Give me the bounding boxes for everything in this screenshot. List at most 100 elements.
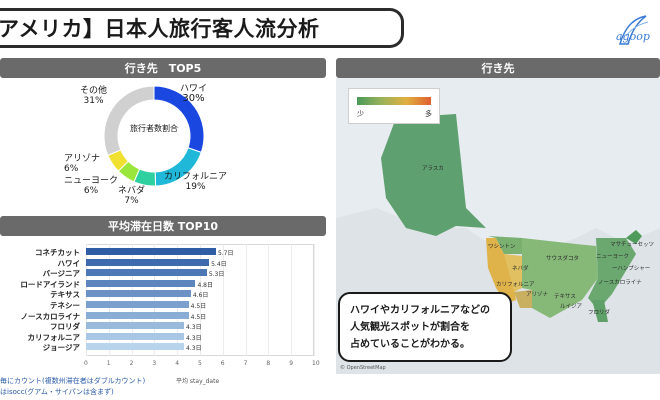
bar-tick-label: 5 [198, 360, 202, 367]
bar-value-label: 5.4日 [211, 260, 227, 268]
footnote-line2: はisocc(グアム・サイパンは含まず) [0, 388, 114, 396]
bar-category-label: ロードアイランド [20, 279, 80, 289]
bar-gridline [86, 244, 87, 356]
bar-category-label: テネシー [50, 301, 80, 310]
map-label-arizona: アリゾナ [526, 292, 549, 298]
bar-category-label: コネチカット [35, 248, 80, 257]
map-label-california: カリフォルニア [496, 282, 535, 288]
bar-tick-label: 0 [84, 360, 88, 367]
bar-gridline [200, 244, 201, 356]
map-central [522, 238, 598, 318]
bar-tick-label: 1 [106, 360, 111, 367]
map-label-texas: テキサス [554, 294, 576, 300]
donut-label-arizona-value: 6% [64, 164, 79, 174]
donut-label-california-name: カリフォルニア [164, 172, 228, 182]
bar-gridline [177, 244, 179, 356]
stay-panel-title: 平均滞在日数 TOP10 [107, 220, 219, 233]
map-label-hampshire: ーハンプシャー [612, 266, 651, 272]
bar-1 [86, 258, 210, 266]
bar-gridline [245, 244, 247, 356]
map-label-massachusetts: マサチューセッツ [610, 242, 655, 248]
map-oregon-washington [488, 236, 522, 254]
donut-label-other: その他 31% [80, 86, 107, 106]
bar-gridline [291, 244, 293, 356]
donut-label-other-name: その他 [80, 86, 108, 96]
map-label-louisiana: ルイジア [560, 304, 583, 310]
donut-label-other-value: 31% [83, 96, 104, 106]
bar-category-label: ハワイ [57, 258, 81, 268]
callout-line2: 人気観光スポットが割合を [350, 322, 470, 333]
bar-category-label: ジョージア [42, 343, 80, 353]
map-label-dakota: サウスダコタ [546, 256, 580, 262]
map-nevada [504, 254, 522, 292]
donut-slice-5 [103, 85, 155, 156]
stay-axis-title: 平均 stay_date [176, 378, 220, 385]
donut-label-hawaii-value: 30% [182, 93, 205, 104]
bar-category-label: バージニア [42, 269, 80, 279]
map-massachusetts [626, 230, 642, 244]
map-panel-header: 行き先 [336, 58, 660, 78]
bar-value-label: 4.3日 [186, 334, 202, 342]
bar-value-label: 4.8日 [197, 281, 213, 289]
stay-panel-header: 平均滞在日数 TOP10 [0, 216, 326, 236]
map-label-nevada: ネバダ [512, 266, 529, 272]
bar-tick-label: 7 [243, 360, 248, 367]
agoop-logo-icon [618, 15, 649, 45]
donut-label-california-value: 19% [185, 182, 206, 192]
map-legend-max: 多 [425, 110, 432, 118]
bar-value-label: 5.3日 [208, 271, 225, 279]
donut-label-newyork-value: 6% [83, 186, 99, 196]
donut-label-arizona: アリゾナ 6% [64, 154, 100, 174]
map-label-florida: フロリダ [588, 310, 611, 316]
bar-0 [86, 248, 216, 255]
map-copyright: © OpenStreetMap [340, 365, 386, 371]
map-legend-gradient [357, 97, 431, 105]
bar-7 [86, 322, 185, 330]
donut-label-newyork-name: ニューヨーク [64, 176, 119, 186]
footnote-line1: 毎にカウント(複数州滞在者はダブルカウント) [0, 377, 146, 385]
agoop-logo-text: agoop [616, 30, 650, 43]
donut-label-hawaii: ハワイ 30% [180, 84, 207, 104]
callout-line1: ハワイやカリフォルニアなどの [350, 305, 490, 316]
donut-center-label: 旅行者数割合 [130, 124, 178, 133]
bar-value-label: 4.5日 [190, 303, 207, 310]
bar-tick-label: 2 [129, 360, 134, 367]
bar-5 [86, 301, 189, 308]
map-panel-title: 行き先 [481, 62, 515, 75]
donut-label-nevada-name: ネバダ [118, 186, 146, 196]
map-label-carolina: ノースカロライナ [598, 280, 642, 286]
bar-tick-label: 8 [266, 360, 271, 367]
map-legend: 少 多 [348, 88, 440, 124]
bar-gridline [314, 244, 315, 356]
bar-gridline [131, 244, 133, 356]
map-florida [592, 300, 608, 322]
destinations-donut-chart [103, 85, 205, 187]
map-california [486, 238, 516, 304]
bar-category-label: ノースカロライナ [20, 311, 80, 321]
bar-6 [86, 311, 189, 319]
bar-value-label: 5.7日 [217, 250, 234, 257]
map-legend-min: 少 [357, 110, 364, 118]
donut-label-arizona-name: アリゾナ [64, 154, 101, 164]
page-title: アメリカ】日本人旅行客人流分析 [0, 17, 320, 41]
bar-8 [86, 332, 185, 340]
map-label-newyork: ニューヨーク [596, 254, 630, 260]
bar-category-label: テキサス [50, 290, 80, 300]
bar-3 [86, 279, 196, 287]
map-label-washington: ワシントン [488, 244, 516, 250]
bar-gridline [108, 244, 110, 356]
donut-label-hawaii-name: ハワイ [180, 84, 208, 94]
bar-2 [86, 269, 207, 277]
donut-label-nevada-value: 7% [124, 196, 139, 206]
page-title-bar: アメリカ】日本人旅行客人流分析 [0, 8, 404, 48]
bar-value-label: 4.3日 [186, 345, 202, 353]
bar-9 [86, 343, 185, 351]
map-arizona [514, 290, 534, 308]
bar-gridline [154, 244, 156, 356]
stay-bar-chart: 0 1 2 3 4 5 6 7 8 9 10 コネチカット 5.7日 ハワイ 5.4日 バージニア 5.3日 ロー… [0, 244, 330, 374]
map-shapes [336, 114, 660, 374]
donut-label-california: カリフォルニア 19% [164, 172, 227, 192]
bar-value-label: 4.5日 [190, 313, 207, 321]
map-alaska [381, 114, 486, 236]
donut-label-newyork: ニューヨーク 6% [64, 176, 118, 196]
